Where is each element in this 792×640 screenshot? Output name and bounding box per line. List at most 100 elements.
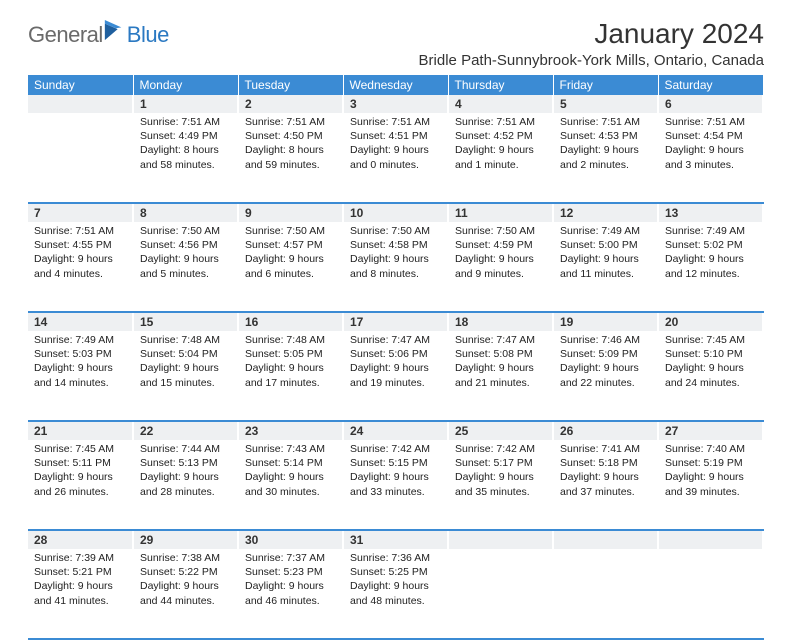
- day-number-cell: 4: [448, 95, 553, 113]
- sunrise-line: Sunrise: 7:44 AM: [140, 442, 231, 456]
- daylight-line-2: and 4 minutes.: [34, 267, 126, 281]
- daylight-line-1: Daylight: 9 hours: [245, 579, 336, 593]
- sunset-line: Sunset: 4:55 PM: [34, 238, 126, 252]
- daylight-line-1: Daylight: 8 hours: [245, 143, 336, 157]
- day-content-cell: Sunrise: 7:51 AMSunset: 4:49 PMDaylight:…: [133, 113, 238, 203]
- sunrise-line: Sunrise: 7:46 AM: [560, 333, 651, 347]
- sunset-line: Sunset: 4:52 PM: [455, 129, 546, 143]
- day-number-row: 123456: [28, 95, 763, 113]
- day-number-cell: 13: [658, 203, 763, 222]
- daylight-line-2: and 39 minutes.: [665, 485, 756, 499]
- day-content-cell: [553, 549, 658, 639]
- day-number-cell: [658, 530, 763, 549]
- daylight-line-1: Daylight: 9 hours: [140, 361, 231, 375]
- day-number-cell: 8: [133, 203, 238, 222]
- header: General Blue January 2024 Bridle Path-Su…: [28, 18, 764, 69]
- day-number-cell: 6: [658, 95, 763, 113]
- sunrise-line: Sunrise: 7:51 AM: [455, 115, 546, 129]
- sunrise-line: Sunrise: 7:47 AM: [455, 333, 546, 347]
- daylight-line-1: Daylight: 9 hours: [350, 143, 441, 157]
- day-number-row: 78910111213: [28, 203, 763, 222]
- daylight-line-2: and 15 minutes.: [140, 376, 231, 390]
- day-content-cell: Sunrise: 7:42 AMSunset: 5:15 PMDaylight:…: [343, 440, 448, 530]
- day-number-cell: [448, 530, 553, 549]
- day-number-cell: 28: [28, 530, 133, 549]
- day-content-cell: [658, 549, 763, 639]
- daylight-line-1: Daylight: 9 hours: [560, 143, 651, 157]
- sunrise-line: Sunrise: 7:51 AM: [665, 115, 756, 129]
- daylight-line-1: Daylight: 9 hours: [560, 361, 651, 375]
- daylight-line-2: and 21 minutes.: [455, 376, 546, 390]
- day-number-cell: 14: [28, 312, 133, 331]
- day-number-cell: 29: [133, 530, 238, 549]
- weekday-header: Saturday: [658, 75, 763, 95]
- day-content-cell: Sunrise: 7:51 AMSunset: 4:54 PMDaylight:…: [658, 113, 763, 203]
- day-content-cell: [448, 549, 553, 639]
- daylight-line-2: and 35 minutes.: [455, 485, 546, 499]
- daylight-line-1: Daylight: 9 hours: [245, 470, 336, 484]
- day-content-row: Sunrise: 7:51 AMSunset: 4:49 PMDaylight:…: [28, 113, 763, 203]
- day-number-cell: 10: [343, 203, 448, 222]
- daylight-line-2: and 24 minutes.: [665, 376, 756, 390]
- sunset-line: Sunset: 4:51 PM: [350, 129, 441, 143]
- day-content-cell: Sunrise: 7:51 AMSunset: 4:53 PMDaylight:…: [553, 113, 658, 203]
- day-number-cell: 25: [448, 421, 553, 440]
- day-number-cell: [28, 95, 133, 113]
- day-content-cell: Sunrise: 7:49 AMSunset: 5:02 PMDaylight:…: [658, 222, 763, 312]
- day-number-cell: 20: [658, 312, 763, 331]
- sunrise-line: Sunrise: 7:51 AM: [245, 115, 336, 129]
- sunrise-line: Sunrise: 7:51 AM: [34, 224, 126, 238]
- day-content-cell: Sunrise: 7:40 AMSunset: 5:19 PMDaylight:…: [658, 440, 763, 530]
- day-content-cell: Sunrise: 7:47 AMSunset: 5:08 PMDaylight:…: [448, 331, 553, 421]
- daylight-line-1: Daylight: 9 hours: [350, 579, 441, 593]
- day-content-cell: [28, 113, 133, 203]
- sunset-line: Sunset: 5:18 PM: [560, 456, 651, 470]
- day-content-cell: Sunrise: 7:51 AMSunset: 4:50 PMDaylight:…: [238, 113, 343, 203]
- day-number-cell: 1: [133, 95, 238, 113]
- sunset-line: Sunset: 5:11 PM: [34, 456, 126, 470]
- daylight-line-1: Daylight: 9 hours: [665, 252, 756, 266]
- day-content-cell: Sunrise: 7:48 AMSunset: 5:05 PMDaylight:…: [238, 331, 343, 421]
- day-number-cell: 18: [448, 312, 553, 331]
- day-number-cell: 16: [238, 312, 343, 331]
- daylight-line-1: Daylight: 9 hours: [350, 470, 441, 484]
- day-content-cell: Sunrise: 7:44 AMSunset: 5:13 PMDaylight:…: [133, 440, 238, 530]
- month-title: January 2024: [419, 18, 764, 50]
- day-number-cell: [553, 530, 658, 549]
- sunset-line: Sunset: 5:17 PM: [455, 456, 546, 470]
- day-content-cell: Sunrise: 7:48 AMSunset: 5:04 PMDaylight:…: [133, 331, 238, 421]
- sunset-line: Sunset: 4:57 PM: [245, 238, 336, 252]
- daylight-line-1: Daylight: 9 hours: [34, 470, 126, 484]
- sunrise-line: Sunrise: 7:36 AM: [350, 551, 441, 565]
- weekday-header: Thursday: [448, 75, 553, 95]
- weekday-header: Monday: [133, 75, 238, 95]
- sunrise-line: Sunrise: 7:49 AM: [665, 224, 756, 238]
- sunset-line: Sunset: 4:54 PM: [665, 129, 756, 143]
- logo-text-1: General: [28, 22, 103, 48]
- day-content-cell: Sunrise: 7:49 AMSunset: 5:03 PMDaylight:…: [28, 331, 133, 421]
- sunset-line: Sunset: 5:15 PM: [350, 456, 441, 470]
- sunrise-line: Sunrise: 7:41 AM: [560, 442, 651, 456]
- weekday-header-row: SundayMondayTuesdayWednesdayThursdayFrid…: [28, 75, 763, 95]
- day-content-cell: Sunrise: 7:51 AMSunset: 4:52 PMDaylight:…: [448, 113, 553, 203]
- daylight-line-1: Daylight: 8 hours: [140, 143, 231, 157]
- daylight-line-2: and 22 minutes.: [560, 376, 651, 390]
- daylight-line-2: and 1 minute.: [455, 158, 546, 172]
- daylight-line-2: and 41 minutes.: [34, 594, 126, 608]
- daylight-line-2: and 28 minutes.: [140, 485, 231, 499]
- day-content-cell: Sunrise: 7:50 AMSunset: 4:59 PMDaylight:…: [448, 222, 553, 312]
- day-number-cell: 11: [448, 203, 553, 222]
- sunrise-line: Sunrise: 7:51 AM: [140, 115, 231, 129]
- daylight-line-1: Daylight: 9 hours: [560, 470, 651, 484]
- daylight-line-2: and 8 minutes.: [350, 267, 441, 281]
- day-number-cell: 9: [238, 203, 343, 222]
- day-content-row: Sunrise: 7:51 AMSunset: 4:55 PM Daylight:…: [28, 222, 763, 312]
- day-number-cell: 31: [343, 530, 448, 549]
- sunrise-line: Sunrise: 7:49 AM: [34, 333, 126, 347]
- day-content-cell: Sunrise: 7:43 AMSunset: 5:14 PMDaylight:…: [238, 440, 343, 530]
- day-number-row: 21222324252627: [28, 421, 763, 440]
- day-content-cell: Sunrise: 7:47 AMSunset: 5:06 PMDaylight:…: [343, 331, 448, 421]
- sunrise-line: Sunrise: 7:42 AM: [455, 442, 546, 456]
- day-number-row: 28293031: [28, 530, 763, 549]
- day-number-cell: 7: [28, 203, 133, 222]
